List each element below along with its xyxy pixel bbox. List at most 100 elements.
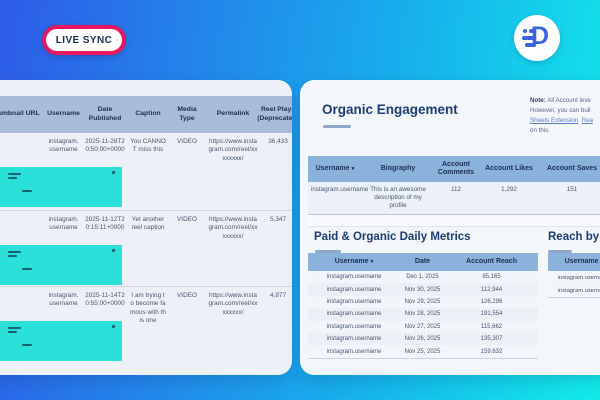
thumbnail-text-mark [8,327,21,329]
logo-speed-dash [529,29,536,33]
column-header-username[interactable]: Username▾ [548,253,600,271]
table-row[interactable]: instagram.username 2025-11-14T20:55:00+0… [0,286,292,363]
permalink-cell: https://www.instagram.com/reel/xxxxxxxx/ [208,216,258,240]
table-row[interactable]: instagram.username This is an awesome de… [308,182,600,215]
permalink-cell: https://www.instagram.com/reel/xxxxxxxx/ [208,138,258,162]
column-header-date[interactable]: Date [414,257,431,265]
thumbnail-text-mark [8,173,21,175]
account-likes-cell: 1,292 [501,186,517,193]
table-row[interactable]: instagram.username Nov 30, 2025 112,944 [308,283,538,297]
column-header-username[interactable]: Username▾ [308,156,362,182]
live-sync-label: LIVE SYNC [55,34,113,46]
column-header-username[interactable]: Username▾ [308,253,400,271]
column-header-account-likes[interactable]: Account Likes [485,164,533,172]
title-underline [548,250,572,253]
logo-dot [523,29,527,33]
username-cell: instagram.username [326,286,382,293]
thumbnail-text-mark [8,251,21,253]
username-cell: instagram.username [326,274,382,281]
column-header-account-saves[interactable]: Account Saves [546,164,598,172]
reel-thumbnail-image [0,245,122,285]
account-comments-cell: 112 [450,186,462,193]
title-underline [323,125,351,128]
column-header-username[interactable]: Username [47,110,80,118]
column-header-thumbnail-url[interactable]: Thumbnail URL [0,110,40,118]
reel-plays-cell: 5,347 [270,216,286,223]
date-cell: Nov 29, 2025 [404,298,441,305]
organic-engagement-title: Organic Engagement [322,102,458,117]
table-row[interactable]: instagram.username [548,271,600,285]
date-cell: Dec 1, 2025 [406,274,439,281]
column-header-account-reach[interactable]: Account Reach [466,257,517,265]
account-reach-cell: 159,632 [480,348,503,355]
account-reach-cell: 126,296 [480,298,503,305]
username-cell: instagram.username [326,298,382,305]
thumbnail-pin-mark [112,249,115,252]
sort-caret-icon[interactable]: ▾ [370,258,374,265]
thumbnail-text-mark [22,190,32,192]
sort-caret-icon[interactable]: ▾ [351,165,355,172]
logo-speed-dash [525,43,536,47]
table-row[interactable]: instagram.username Nov 28, 2025 191,554 [308,308,538,322]
column-header-date-published[interactable]: Date Published [88,106,122,122]
date-published-cell: 2025-11-14T20:55:00+0000 [85,292,125,308]
username-cell: instagram.username [48,216,79,232]
column-header-biography[interactable]: Biography [380,164,416,172]
username-cell: instagram.username [48,292,79,308]
logo-speed-dash [522,36,535,40]
date-cell: Nov 27, 2025 [404,323,441,330]
sheets-extension-link[interactable]: Sheets Extension [530,116,579,124]
header-label: Username [564,257,599,265]
title-underline [315,250,341,253]
column-header-reel-plays[interactable]: Reel Plays (Deprecated) [257,106,292,122]
thumbnail-text-mark [8,331,17,333]
reel-plays-cell: 36,433 [268,138,288,145]
column-header-account-comments[interactable]: Account Comments [437,160,475,176]
column-header-permalink[interactable]: Permalink [216,110,250,118]
username-cell: instagram.username [311,186,369,193]
thumbnail-text-mark [8,177,17,179]
engagement-table-header-row: Username ▾ Biography Account Comments Acc… [308,156,600,182]
live-sync-badge: LIVE SYNC [42,25,126,55]
table-row[interactable]: instagram.username Nov 25, 2025 159,632 [308,345,538,359]
account-reach-cell: 115,662 [480,323,503,330]
date-published-cell: 2025-11-28T20:50:00+0000 [85,138,125,154]
username-cell: instagram.username [326,348,382,355]
account-reach-cell: 85,165 [482,274,501,281]
username-cell: instagram.username [48,138,79,154]
logo-letter: D [531,22,550,50]
table-row[interactable]: instagram.username Dec 1, 2025 85,165 [308,271,538,285]
username-cell: instagram.username [326,323,382,330]
account-reach-cell: 112,944 [480,286,503,293]
thumbnail-text-mark [8,255,17,257]
daily-metrics-header-row: Username ▾ Date Account Reach [308,253,538,271]
note-line: . [578,116,582,124]
username-cell: instagram.username [326,311,382,318]
reel-plays-cell: 4,877 [270,292,286,299]
table-row[interactable]: instagram.username Nov 27, 2025 115,662 [308,320,538,334]
caption-cell: Yet another reel caption [131,216,165,232]
reel-thumbnail-image [0,321,122,361]
account-saves-cell: 151 [566,186,578,193]
table-row[interactable]: instagram.username [548,284,600,298]
note-label: Note: [530,97,546,104]
reels-table-header-row: Thumbnail URL Username Date Published Ca… [0,96,292,133]
column-header-media-type[interactable]: Media Type [177,106,197,122]
column-header-caption[interactable]: Caption [135,110,161,118]
permalink-cell: https://www.instagram.com/reel/xxxxxxxx/ [208,292,258,316]
table-row[interactable]: instagram.username 2025-11-28T20:50:00+0… [0,133,292,209]
media-type-cell: VIDEO [177,216,197,223]
biography-cell: This is an awesome description of my pro… [370,186,426,210]
table-row[interactable]: instagram.username Nov 29, 2025 126,296 [308,295,538,310]
thumbnail-pin-mark [112,171,115,174]
read-more-link[interactable]: Rea [581,116,593,124]
note-line: on this. [530,126,550,134]
brand-logo-icon: D [514,15,560,61]
note-line: However, you can buil [530,106,591,114]
daily-metrics-title: Paid & Organic Daily Metrics [314,231,471,243]
account-note-text: Note: All Account leve However, you can … [530,96,600,136]
media-type-cell: VIDEO [177,138,197,145]
table-row[interactable]: instagram.username Nov 26, 2025 135,307 [308,333,538,347]
date-cell: Nov 28, 2025 [404,311,441,318]
table-row[interactable]: instagram.username 2025-11-12T20:15:11+0… [0,210,292,287]
